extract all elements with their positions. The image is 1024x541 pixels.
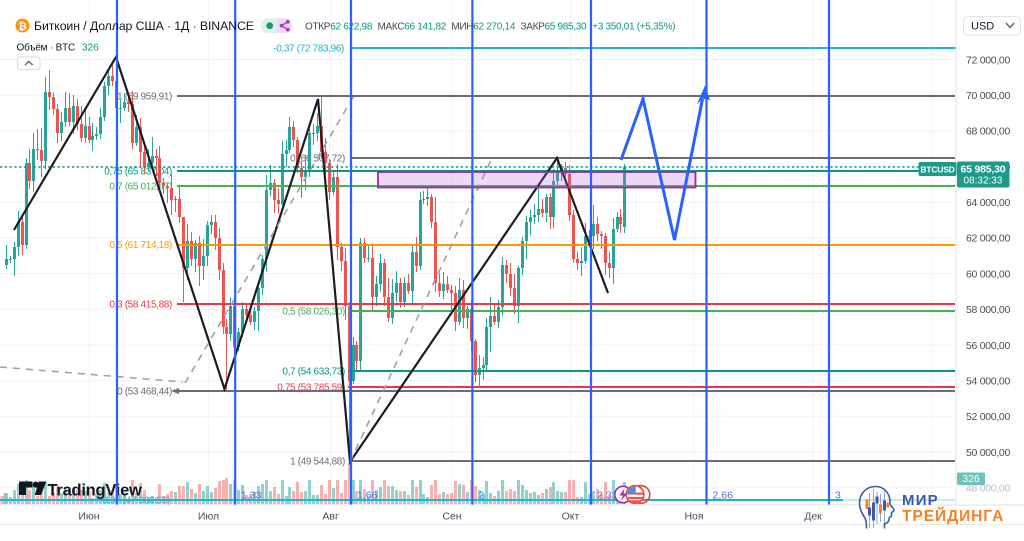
- svg-text:50 000,00: 50 000,00: [966, 447, 1010, 459]
- svg-text:62 000,00: 62 000,00: [966, 233, 1010, 245]
- svg-text:0,5 (61 714,18): 0,5 (61 714,18): [109, 240, 172, 251]
- svg-text:2,66: 2,66: [713, 490, 734, 502]
- svg-text:0,5 (58 026,30): 0,5 (58 026,30): [282, 307, 345, 318]
- svg-text:ЗАКР: ЗАКР: [521, 22, 546, 33]
- svg-text:62 270,14: 62 270,14: [473, 22, 516, 33]
- svg-text:TradingView: TradingView: [48, 482, 143, 500]
- svg-text:58 000,00: 58 000,00: [966, 304, 1010, 316]
- svg-text:+3 350,01 (+5,35%): +3 350,01 (+5,35%): [592, 22, 675, 33]
- svg-text:Биткоин / Доллар США · 1Д · BI: Биткоин / Доллар США · 1Д · BINANCE: [34, 19, 254, 33]
- svg-text:68 000,00: 68 000,00: [966, 126, 1010, 138]
- svg-text:Июн: Июн: [78, 511, 99, 523]
- svg-text:326: 326: [82, 43, 99, 54]
- svg-text:Объём · BTC: Объём · BTC: [17, 42, 76, 54]
- svg-text:МАКС: МАКС: [378, 22, 405, 33]
- svg-text:-0,37 (47 366,59): -0,37 (47 366,59): [99, 496, 170, 507]
- svg-text:1 (49 544,88): 1 (49 544,88): [290, 457, 345, 468]
- svg-text:МИР: МИР: [902, 492, 939, 509]
- svg-text:72 000,00: 72 000,00: [966, 54, 1010, 66]
- svg-text:Дек: Дек: [804, 511, 822, 523]
- svg-text:0,7 (54 633,73): 0,7 (54 633,73): [282, 367, 345, 378]
- svg-text:0,75 (53 785,59): 0,75 (53 785,59): [277, 383, 345, 394]
- svg-text:54 000,00: 54 000,00: [966, 375, 1010, 387]
- svg-text:0 (53 468,44): 0 (53 468,44): [117, 387, 172, 398]
- svg-text:66 141,82: 66 141,82: [404, 22, 447, 33]
- svg-text:0,3 (58 415,88): 0,3 (58 415,88): [109, 300, 172, 311]
- svg-text:48 000,00: 48 000,00: [966, 483, 1010, 495]
- svg-text:64 000,00: 64 000,00: [966, 197, 1010, 209]
- svg-text:08:32:33: 08:32:33: [964, 176, 1003, 187]
- svg-text:-0,37 (72 783,96): -0,37 (72 783,96): [273, 44, 344, 55]
- svg-text:1,66: 1,66: [357, 490, 378, 502]
- svg-text:2,33: 2,33: [597, 490, 618, 502]
- svg-text:52 000,00: 52 000,00: [966, 411, 1010, 423]
- svg-text:₿: ₿: [18, 20, 27, 32]
- svg-text:0,75 (65 837,04): 0,75 (65 837,04): [104, 167, 172, 178]
- svg-text:Авг: Авг: [322, 511, 339, 523]
- svg-text:Июл: Июл: [198, 511, 219, 523]
- svg-text:1 (69 959,91): 1 (69 959,91): [117, 92, 172, 103]
- svg-text:ОТКР: ОТКР: [305, 22, 331, 33]
- svg-text:0,7 (65 012,47): 0,7 (65 012,47): [109, 182, 172, 193]
- svg-text:Окт: Окт: [562, 511, 580, 523]
- svg-text:2: 2: [479, 490, 485, 502]
- svg-text:60 000,00: 60 000,00: [966, 268, 1010, 280]
- svg-text:BTCUSD: BTCUSD: [920, 164, 954, 174]
- svg-text:65 985,30: 65 985,30: [961, 164, 1006, 176]
- svg-text:МИН: МИН: [451, 22, 473, 33]
- svg-text:326: 326: [962, 473, 980, 485]
- svg-text:ТРЕЙДИНГА: ТРЕЙДИНГА: [902, 507, 1004, 525]
- svg-text:1,33: 1,33: [241, 490, 262, 502]
- svg-text:3: 3: [835, 490, 841, 502]
- svg-text:62 622,98: 62 622,98: [330, 22, 373, 33]
- svg-text:Ноя: Ноя: [684, 511, 703, 523]
- svg-text:65 985,30: 65 985,30: [545, 22, 588, 33]
- svg-text:0 (66 507,72): 0 (66 507,72): [290, 154, 345, 165]
- svg-text:70 000,00: 70 000,00: [966, 90, 1010, 102]
- svg-text:56 000,00: 56 000,00: [966, 340, 1010, 352]
- svg-text:Сен: Сен: [442, 511, 461, 523]
- svg-text:USD: USD: [971, 21, 994, 33]
